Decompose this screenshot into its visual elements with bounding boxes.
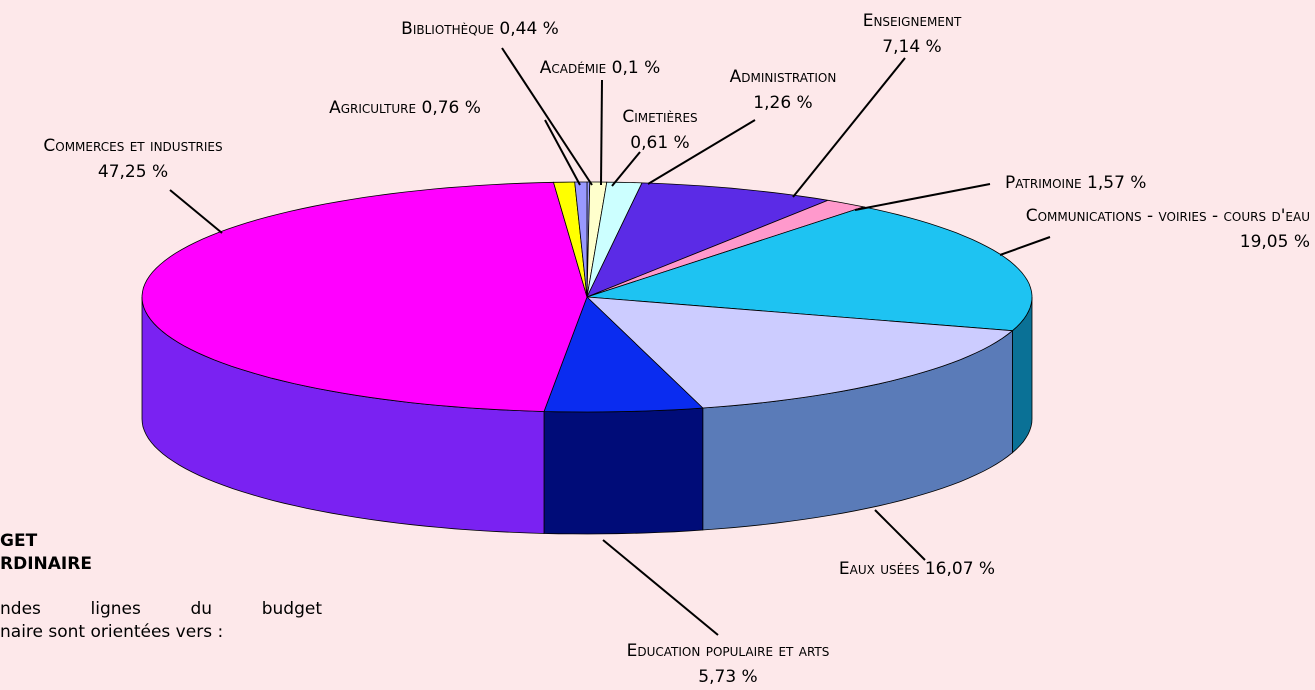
slice-label: Administration 1,26 % <box>533 64 1033 116</box>
leader-line <box>600 79 603 186</box>
category-label: Commerces et industries <box>43 136 223 156</box>
category-label: Académie <box>539 58 607 78</box>
heading-line: RDINAIRE <box>0 554 92 574</box>
value-label: 7,14 % <box>882 37 942 57</box>
category-label: Eaux usées <box>838 559 920 579</box>
value-label: 16,07 % <box>924 559 996 579</box>
slice-label: Commerces et industries 47,25 % <box>0 133 383 185</box>
leader-line <box>544 119 581 186</box>
paragraph-line: naire sont orientées vers : <box>0 622 224 642</box>
slice-label: Enseignement 7,14 % <box>662 8 1162 60</box>
value-label: 5,73 % <box>698 667 758 687</box>
leader-line <box>169 189 223 234</box>
value-label: 0,76 % <box>421 98 481 118</box>
value-label: 0,1 % <box>611 58 661 78</box>
paragraph: ndes lignes du budget naire sont orienté… <box>0 598 322 644</box>
leader-line <box>501 47 593 186</box>
value-label: 1,26 % <box>753 93 813 113</box>
leader-line <box>611 151 641 187</box>
slice-label: Patrimoine 1,57 % <box>1005 170 1146 196</box>
slice-label: Eaux usées 16,07 % <box>667 556 1167 582</box>
leader-line <box>854 183 991 211</box>
slice <box>586 182 830 298</box>
value-label: 0,61 % <box>630 133 690 153</box>
slice <box>586 206 1033 332</box>
slice-label: Cimetières 0,61 % <box>410 104 910 156</box>
heading-line: GET <box>0 531 38 551</box>
category-label: Agriculture <box>329 98 417 118</box>
slice-label: Agriculture 0,76 % <box>155 95 655 121</box>
leader-line <box>602 539 719 636</box>
slice-label: Académie 0,1 % <box>350 55 850 81</box>
slice <box>585 296 1014 409</box>
value-label: 0,44 % <box>499 19 559 39</box>
category-label: Patrimoine <box>1005 173 1082 193</box>
slice <box>141 181 588 412</box>
category-label: Administration <box>729 67 837 87</box>
category-label: Bibliothèque <box>401 19 495 39</box>
value-label: 47,25 % <box>97 162 169 182</box>
slice-label: Communications - voiries - cours d'eau 1… <box>1020 203 1310 255</box>
slice-label: Education populaire et arts 5,73 % <box>478 638 978 690</box>
leader-line <box>647 119 756 185</box>
heading: GET RDINAIRE <box>0 530 92 576</box>
slice-side <box>543 407 704 535</box>
paragraph-line: ndes lignes du budget <box>0 599 322 619</box>
category-label: Cimetières <box>622 107 698 127</box>
value-label: 19,05 % <box>1239 232 1310 252</box>
leader-line <box>999 236 1051 256</box>
category-label: Communications - voiries - cours d'eau <box>1025 206 1310 226</box>
slice <box>574 181 588 298</box>
slice-label: Bibliothèque 0,44 % <box>230 16 730 42</box>
slice <box>543 296 704 413</box>
category-label: Enseignement <box>862 11 962 31</box>
value-label: 1,57 % <box>1087 173 1147 193</box>
category-label: Education populaire et arts <box>626 641 830 661</box>
leader-line <box>874 509 926 561</box>
leader-line <box>792 57 906 198</box>
